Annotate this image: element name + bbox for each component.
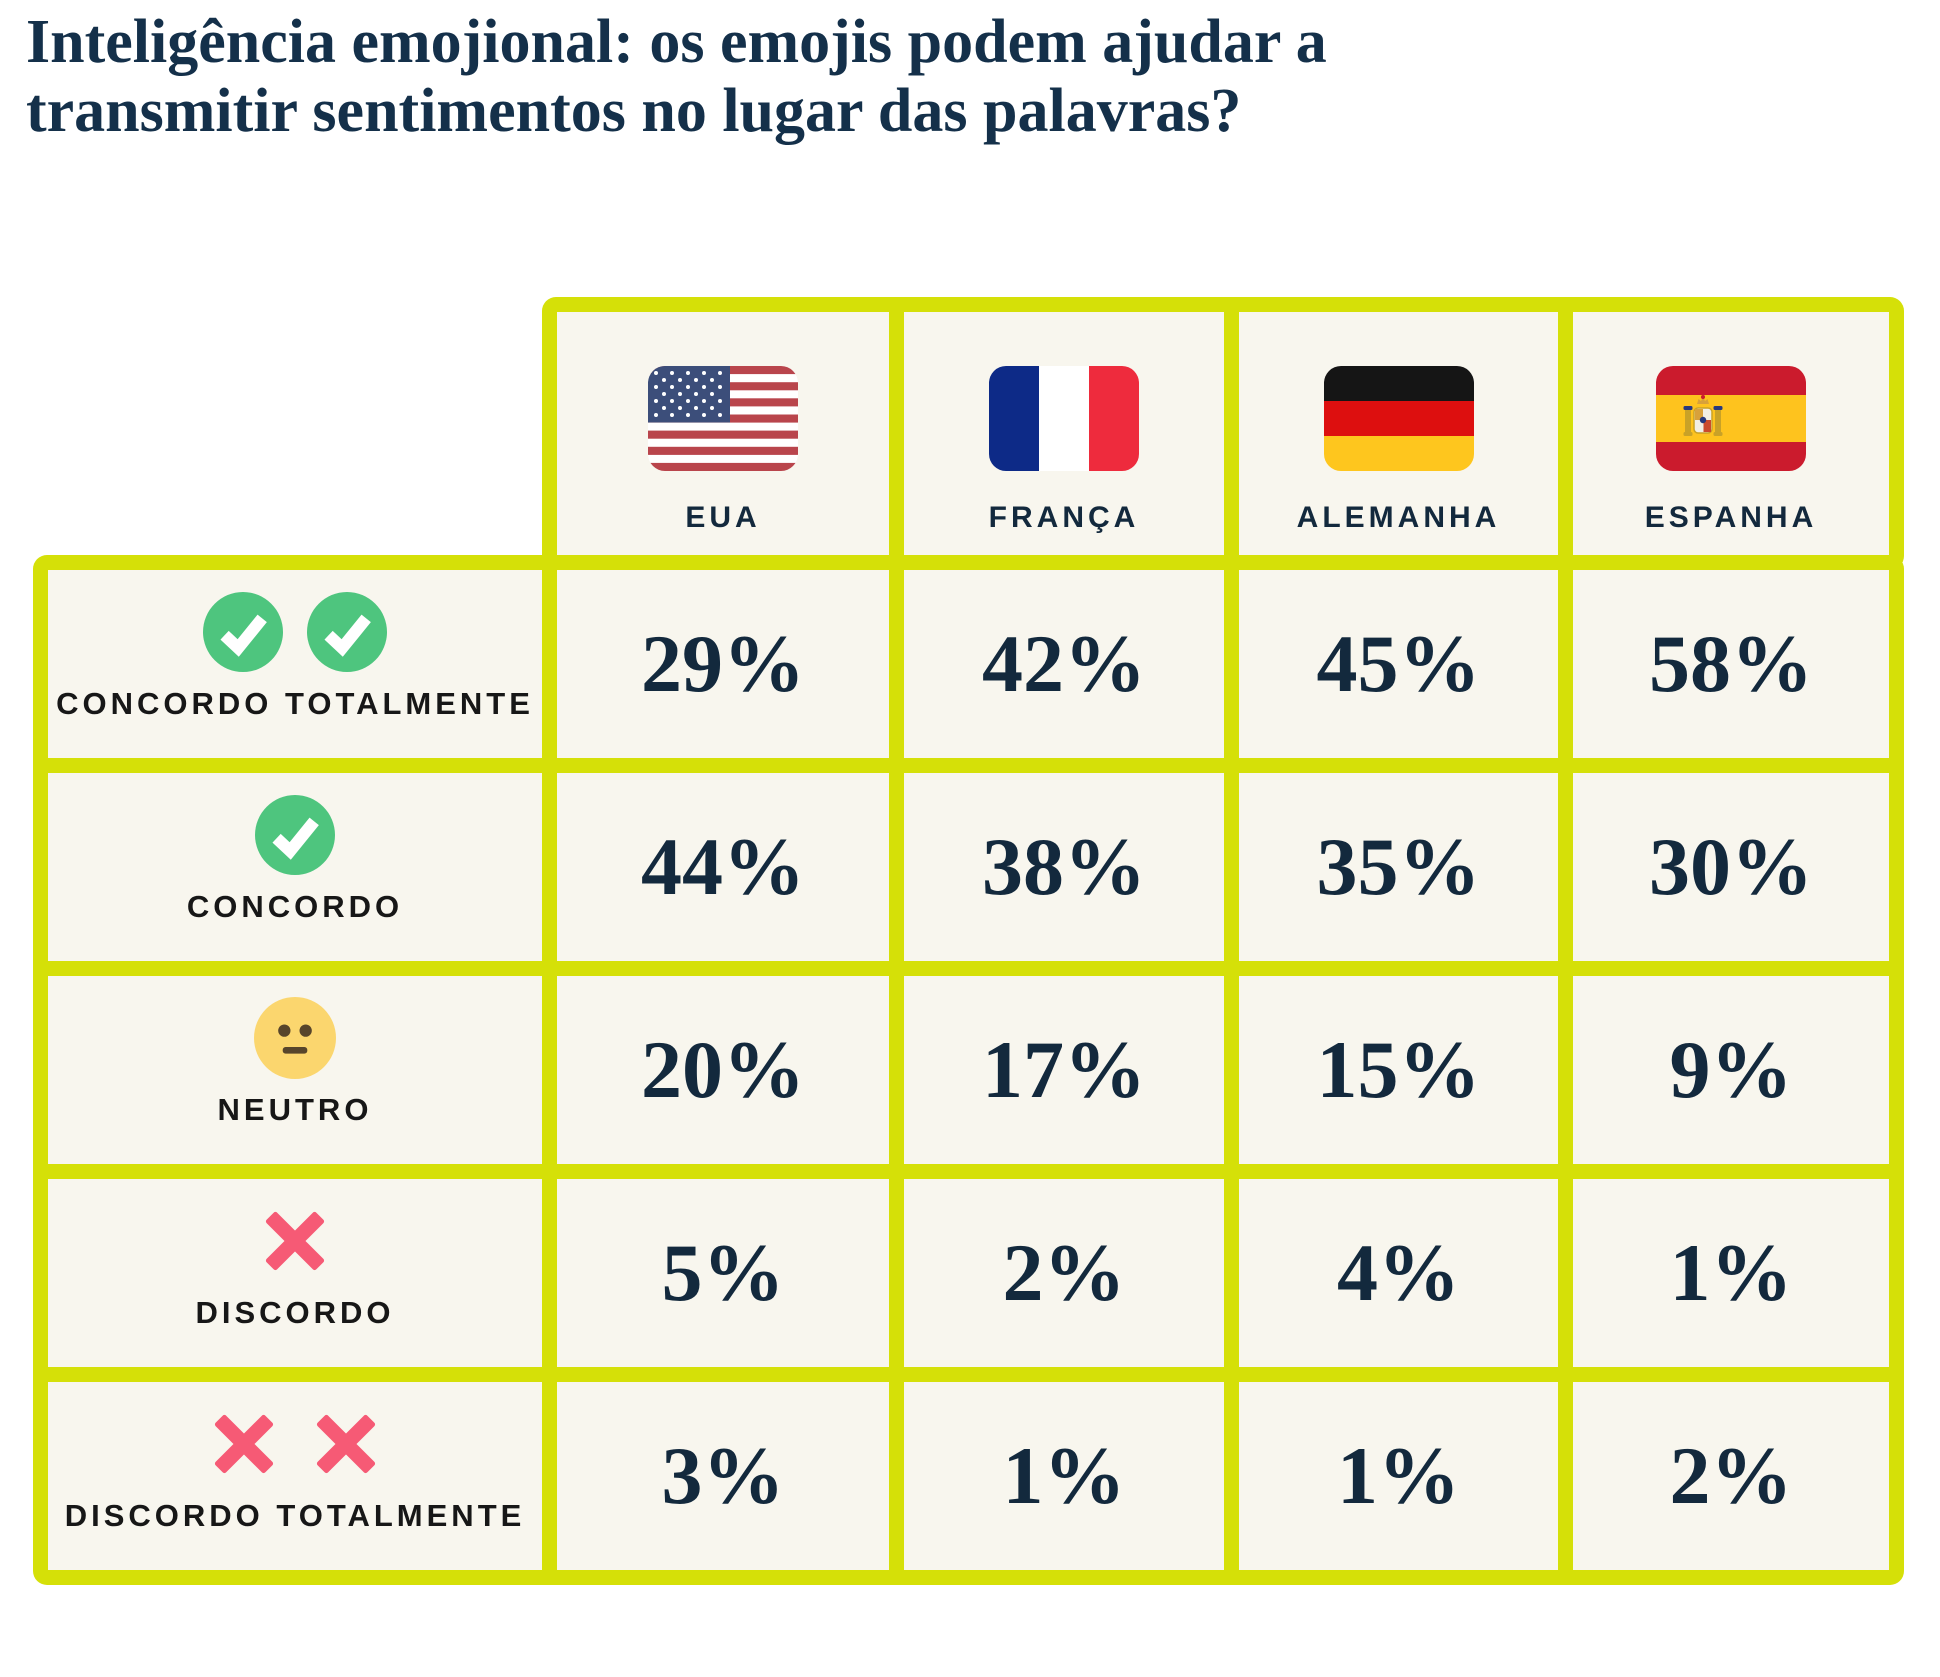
table-body: CONCORDO TOTALMENTE 29% 42% 45% 58% CONC…	[33, 555, 1904, 1585]
check-icon	[255, 793, 335, 877]
row-label: CONCORDO TOTALMENTE	[56, 686, 534, 721]
row-label: DISCORDO	[195, 1295, 395, 1330]
row-label: NEUTRO	[217, 1092, 373, 1127]
row-header-discordo: DISCORDO	[48, 1179, 542, 1367]
cross-icon	[256, 1199, 334, 1283]
value-cell-alemanha: 1%	[1239, 1382, 1558, 1570]
value-cell-alemanha: 45%	[1239, 570, 1558, 758]
value-cell-eua: 3%	[557, 1382, 889, 1570]
value-cell-franca: 1%	[904, 1382, 1224, 1570]
value-cell-franca: 42%	[904, 570, 1224, 758]
value-cell-espanha: 30%	[1573, 773, 1889, 961]
double-cross-icon	[205, 1402, 385, 1486]
value-cell-eua: 44%	[557, 773, 889, 961]
value-cell-eua: 20%	[557, 976, 889, 1164]
value-cell-alemanha: 35%	[1239, 773, 1558, 961]
row-label: DISCORDO TOTALMENTE	[64, 1498, 526, 1533]
spain-flag-icon	[1656, 366, 1806, 471]
column-label-espanha: ESPANHA	[1644, 501, 1818, 534]
value-cell-eua: 5%	[557, 1179, 889, 1367]
value-cell-franca: 17%	[904, 976, 1224, 1164]
row-header-discordo-totalmente: DISCORDO TOTALMENTE	[48, 1382, 542, 1570]
column-label-franca: FRANÇA	[988, 501, 1140, 534]
value-cell-espanha: 2%	[1573, 1382, 1889, 1570]
column-label-alemanha: ALEMANHA	[1296, 501, 1501, 534]
neutral-face-icon	[254, 996, 336, 1080]
double-check-icon	[203, 590, 387, 674]
table-header-row: EUA FRANÇA	[542, 297, 1904, 570]
header-cell-eua: EUA	[557, 312, 889, 555]
row-label: CONCORDO	[186, 889, 404, 924]
germany-flag-icon	[1323, 366, 1474, 471]
row-header-concordo: CONCORDO	[48, 773, 542, 961]
value-cell-espanha: 9%	[1573, 976, 1889, 1164]
value-cell-espanha: 1%	[1573, 1179, 1889, 1367]
value-cell-alemanha: 4%	[1239, 1179, 1558, 1367]
us-flag-icon	[648, 366, 798, 471]
value-cell-eua: 29%	[557, 570, 889, 758]
value-cell-franca: 2%	[904, 1179, 1224, 1367]
row-header-concordo-totalmente: CONCORDO TOTALMENTE	[48, 570, 542, 758]
header-cell-alemanha: ALEMANHA	[1239, 312, 1558, 555]
header-cell-franca: FRANÇA	[904, 312, 1224, 555]
header-cell-espanha: ESPANHA	[1573, 312, 1889, 555]
value-cell-espanha: 58%	[1573, 570, 1889, 758]
value-cell-franca: 38%	[904, 773, 1224, 961]
value-cell-alemanha: 15%	[1239, 976, 1558, 1164]
column-label-eua: EUA	[685, 501, 761, 534]
france-flag-icon	[989, 366, 1139, 471]
page-title: Inteligência emojional: os emojis podem …	[26, 8, 1327, 146]
row-header-neutro: NEUTRO	[48, 976, 542, 1164]
